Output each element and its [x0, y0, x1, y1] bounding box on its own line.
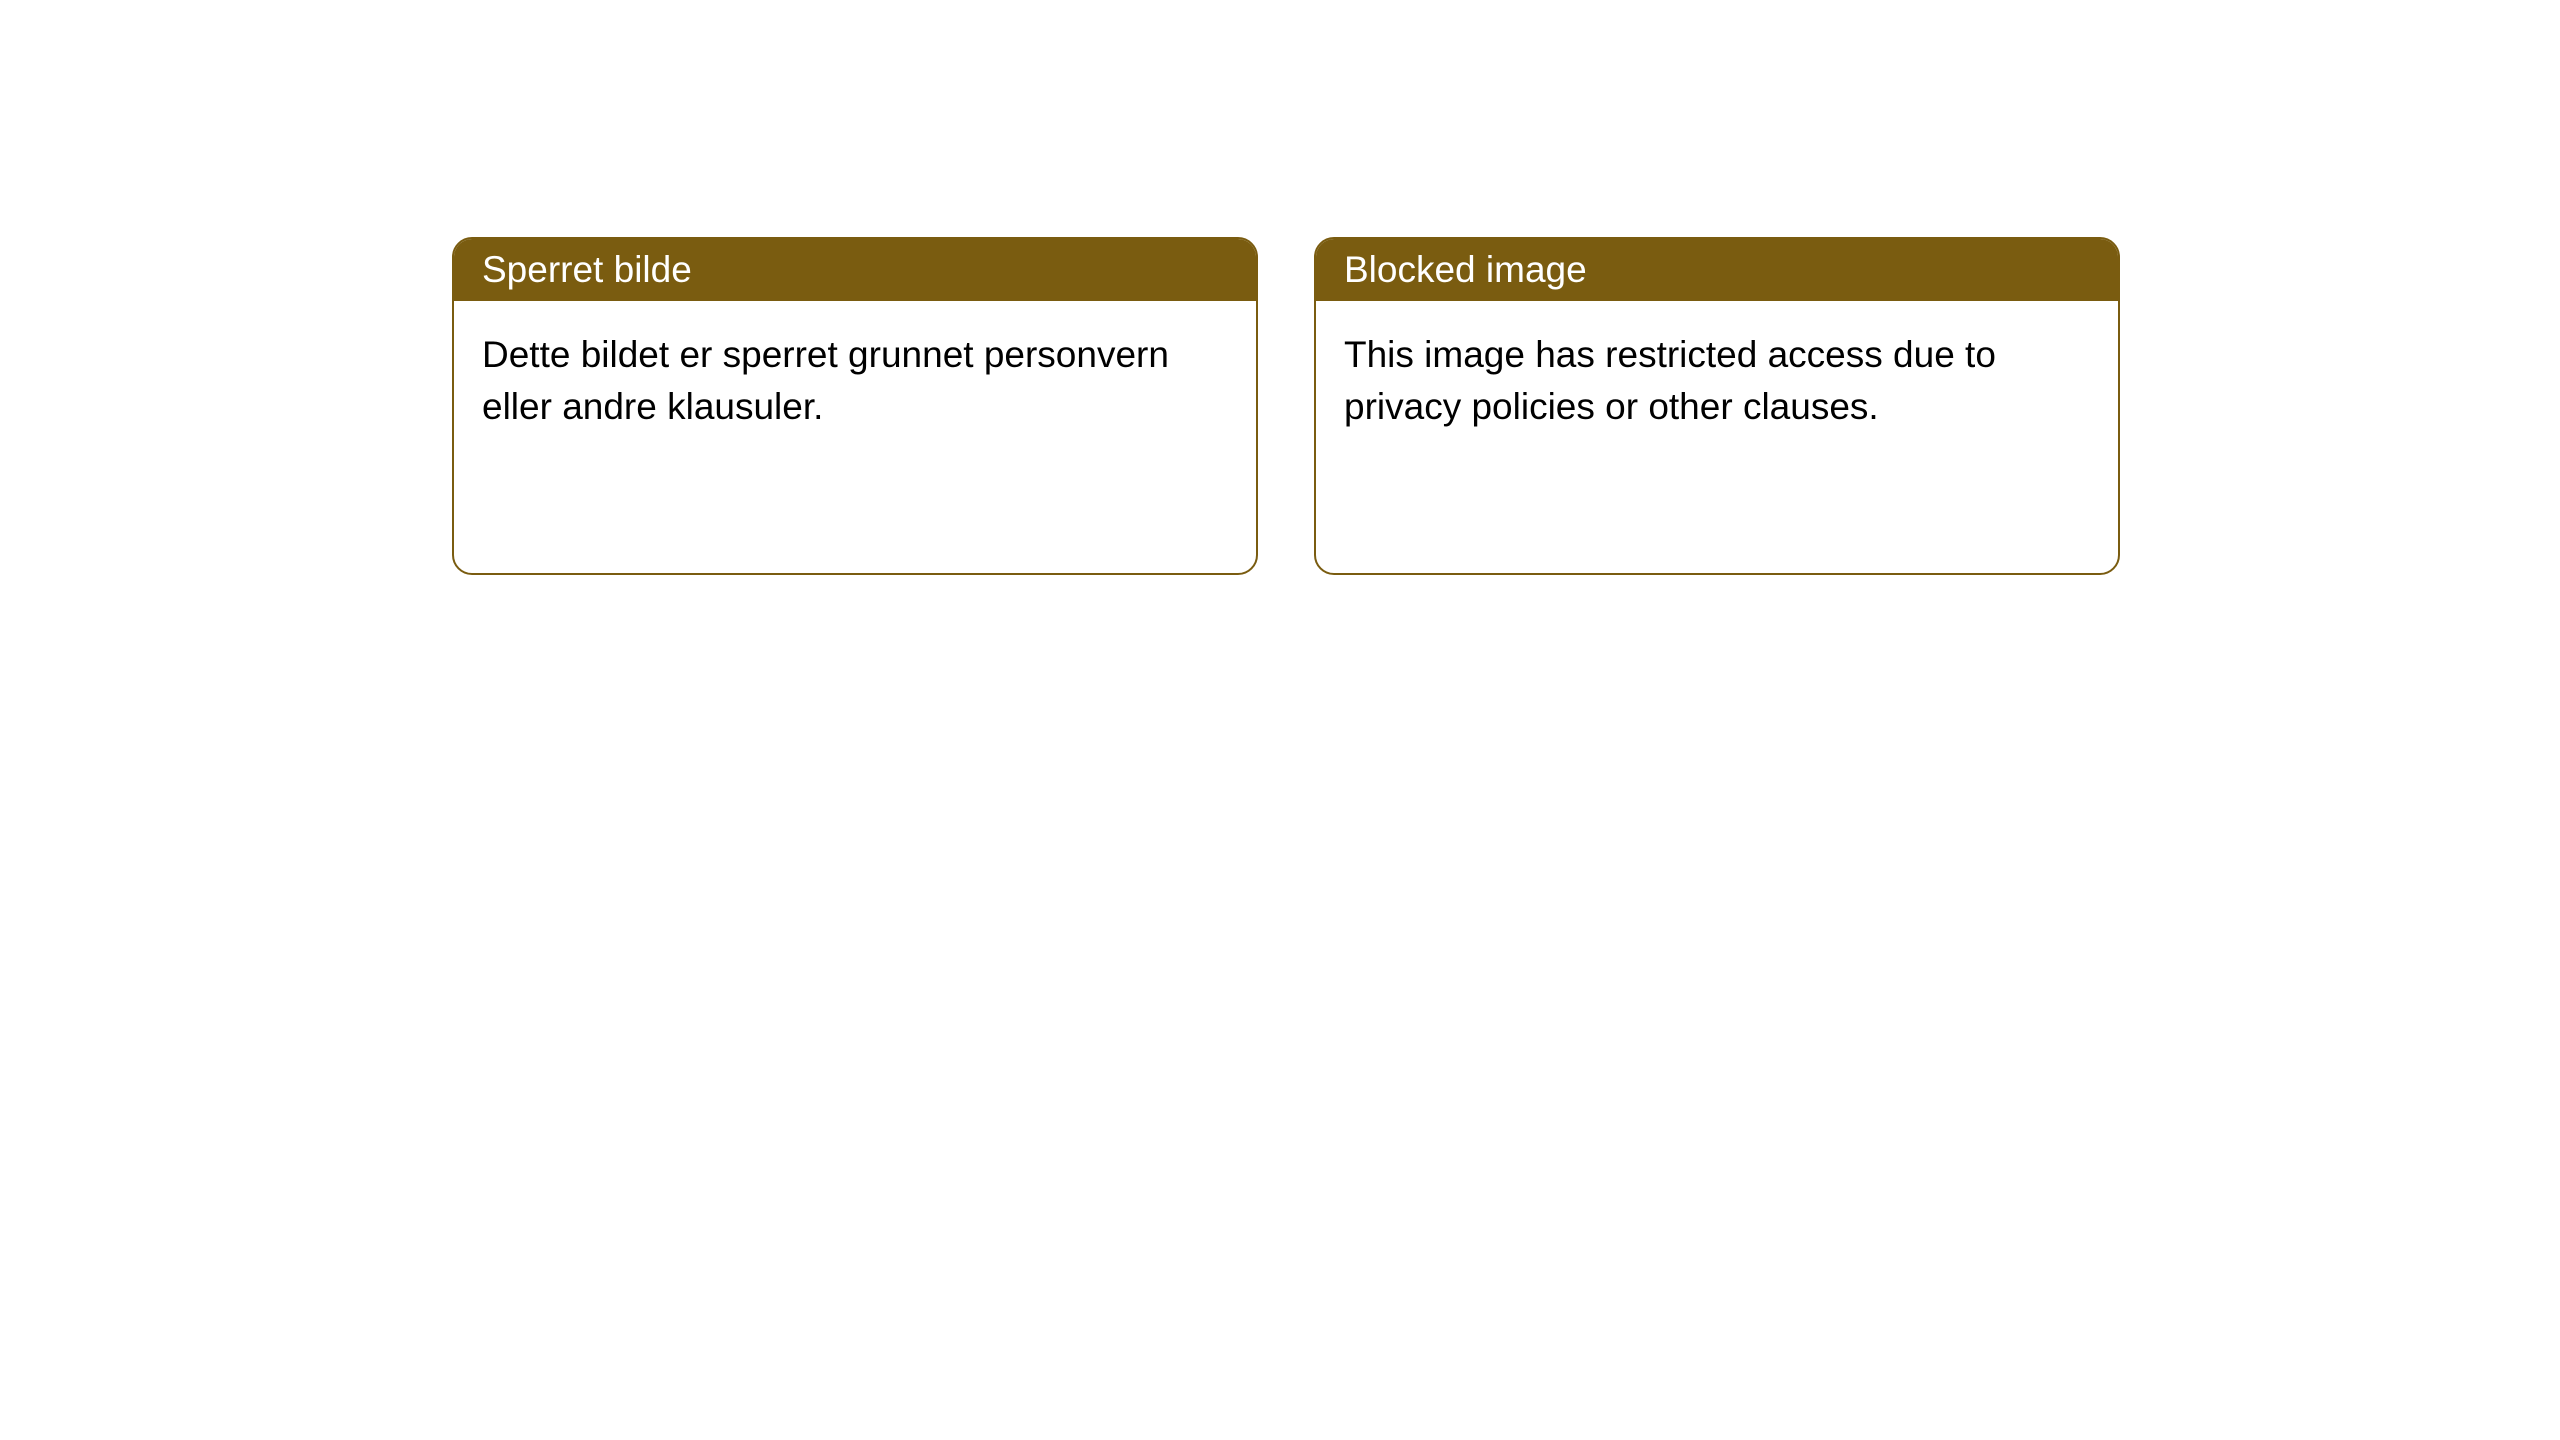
notice-title: Sperret bilde: [482, 249, 692, 290]
notice-title: Blocked image: [1344, 249, 1587, 290]
notice-card-norwegian: Sperret bilde Dette bildet er sperret gr…: [452, 237, 1258, 575]
notice-body: Dette bildet er sperret grunnet personve…: [454, 301, 1256, 461]
notice-body: This image has restricted access due to …: [1316, 301, 2118, 461]
notice-message: Dette bildet er sperret grunnet personve…: [482, 334, 1169, 427]
notice-container: Sperret bilde Dette bildet er sperret gr…: [0, 0, 2560, 575]
notice-card-english: Blocked image This image has restricted …: [1314, 237, 2120, 575]
notice-message: This image has restricted access due to …: [1344, 334, 1996, 427]
notice-header: Blocked image: [1316, 239, 2118, 301]
notice-header: Sperret bilde: [454, 239, 1256, 301]
